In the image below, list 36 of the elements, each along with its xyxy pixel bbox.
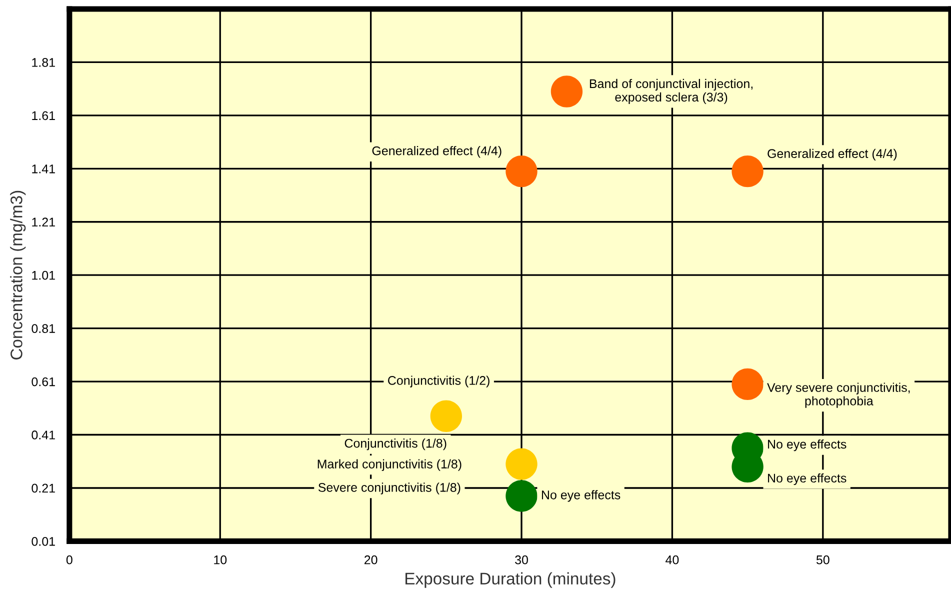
x-tick-label: 30 [515,555,528,564]
annotation: Marked conjunctivitis (1/8) [318,459,462,471]
point [430,400,462,432]
annotation: No eye effects [768,473,846,486]
x-tick-label: 50 [816,555,830,564]
annotation: No eye effects [542,490,620,502]
y-tick-label: 1.41 [32,164,55,174]
point [732,155,764,188]
y-tick-label: 0.81 [32,324,55,333]
annotation: Conjunctivitis (1/2) [388,376,490,388]
y-tick-label: 0.61 [32,377,55,386]
y-tick-label: 1.21 [32,218,55,226]
y-tick-label: 0.41 [32,430,55,440]
point [506,155,538,188]
x-tick-label: 20 [364,555,378,564]
x-tick-label: 40 [666,555,679,564]
x-axis-title: Exposure Duration (minutes) [406,572,616,588]
annotation: Generalized effect (4/4) [768,148,897,160]
annotation: Severe conjunctivitis (1/8) [318,482,460,494]
point [550,76,583,108]
point [506,448,538,480]
annotation: Band of conjunctival injection, exposed sclera (3/3) [590,78,753,104]
y-tick-label: 1.81 [32,58,55,67]
y-tick-label: 0.01 [32,537,55,546]
x-tick-label: 0 [66,555,72,564]
point [506,480,538,512]
annotation: Generalized effect (4/4) [372,146,502,158]
y-tick-label: 1.61 [32,111,55,120]
annotation: Conjunctivitis (1/8) [344,438,446,450]
y-tick-label: 1.01 [32,270,55,280]
point [732,368,764,400]
annotation: No eye effects [768,439,846,452]
x-tick-label: 10 [214,555,227,564]
y-axis-title: Concentration (mg/m3) [10,190,26,360]
y-tick-label: 0.21 [32,484,55,493]
annotation: Very severe conjunctivitis, photophobia [767,382,910,408]
